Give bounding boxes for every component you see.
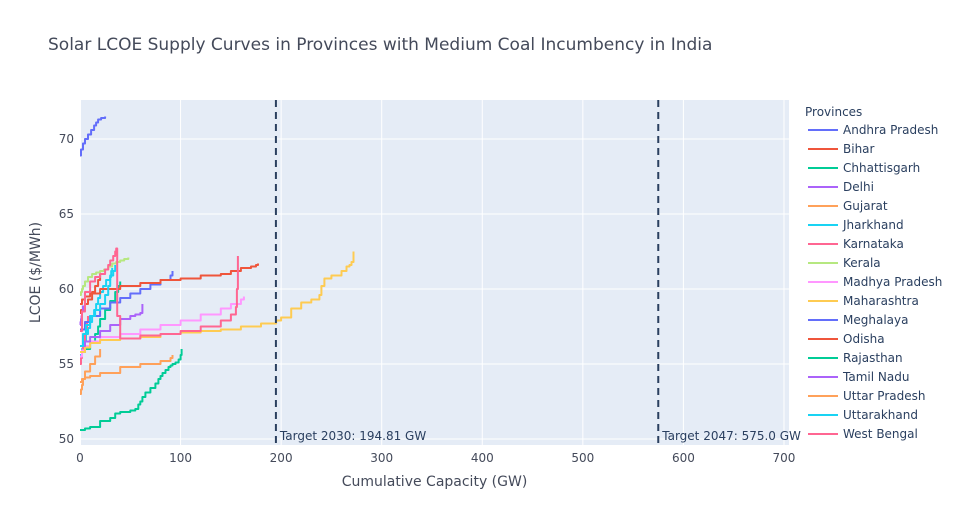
x-tick-label: 300 (370, 451, 393, 465)
legend-item-meghalaya[interactable]: Meghalaya (843, 313, 908, 327)
legend-item-andhra-pradesh[interactable]: Andhra Pradesh (843, 123, 938, 137)
plot-area (80, 100, 789, 445)
y-tick-label: 50 (59, 432, 74, 446)
legend-item-uttar-pradesh[interactable]: Uttar Pradesh (843, 389, 925, 403)
series-line-uttarakhand (80, 268, 114, 347)
series-line-uttar-pradesh (80, 349, 102, 395)
legend-item-delhi[interactable]: Delhi (843, 180, 874, 194)
target-label: Target 2030: 194.81 GW (279, 429, 426, 443)
legend-item-karnataka[interactable]: Karnataka (843, 237, 904, 251)
chart-title: Solar LCOE Supply Curves in Provinces wi… (48, 35, 712, 55)
series-line-rajasthan (80, 349, 183, 431)
y-tick-label: 60 (59, 282, 74, 296)
y-tick-label: 65 (59, 207, 74, 221)
y-axis-title: LCOE ($/MWh) (28, 222, 44, 323)
legend-item-west-bengal[interactable]: West Bengal (843, 427, 918, 441)
x-axis-title: Cumulative Capacity (GW) (342, 474, 528, 490)
legend-item-kerala[interactable]: Kerala (843, 256, 881, 270)
x-tick-label: 200 (270, 451, 293, 465)
legend-item-bihar[interactable]: Bihar (843, 142, 875, 156)
annotation-layer: Target 2030: 194.81 GW Target 2047: 575.0… (274, 100, 801, 445)
x-tick-label: 700 (773, 451, 796, 465)
series-layer (79, 116, 355, 431)
grid-lines (79, 100, 789, 445)
legend-item-rajasthan[interactable]: Rajasthan (843, 351, 903, 365)
legend-item-tamil-nadu[interactable]: Tamil Nadu (842, 370, 909, 384)
x-tick-label: 100 (169, 451, 192, 465)
legend-item-madhya-pradesh[interactable]: Madhya Pradesh (843, 275, 942, 289)
series-line-odisha (80, 263, 259, 305)
legend-item-maharashtra[interactable]: Maharashtra (843, 294, 919, 308)
legend-item-chhattisgarh[interactable]: Chhattisgarh (843, 161, 920, 175)
legend-title: Provinces (805, 105, 862, 119)
x-tick-label: 0 (76, 451, 84, 465)
y-tick-label: 55 (59, 357, 74, 371)
legend-item-jharkhand[interactable]: Jharkhand (842, 218, 904, 232)
series-line-west-bengal (80, 247, 239, 340)
legend-item-odisha[interactable]: Odisha (843, 332, 885, 346)
axis-ticks: 0 100 200 300 400 500 600 700 50 55 60 65 70 (59, 132, 796, 465)
x-tick-label: 400 (471, 451, 494, 465)
series-line-madhya-pradesh (80, 296, 245, 358)
legend-item-uttarakhand[interactable]: Uttarakhand (843, 408, 918, 422)
legend-item-gujarat[interactable]: Gujarat (843, 199, 888, 213)
legend: Provinces Andhra Pradesh Bihar Chhattisgar… (805, 105, 942, 441)
x-tick-label: 500 (571, 451, 594, 465)
series-line-kerala (80, 257, 130, 296)
y-tick-label: 70 (59, 132, 74, 146)
series-line-andhra-pradesh (80, 116, 107, 157)
target-label: Target 2047: 575.0 GW (661, 429, 801, 443)
x-tick-label: 600 (672, 451, 695, 465)
